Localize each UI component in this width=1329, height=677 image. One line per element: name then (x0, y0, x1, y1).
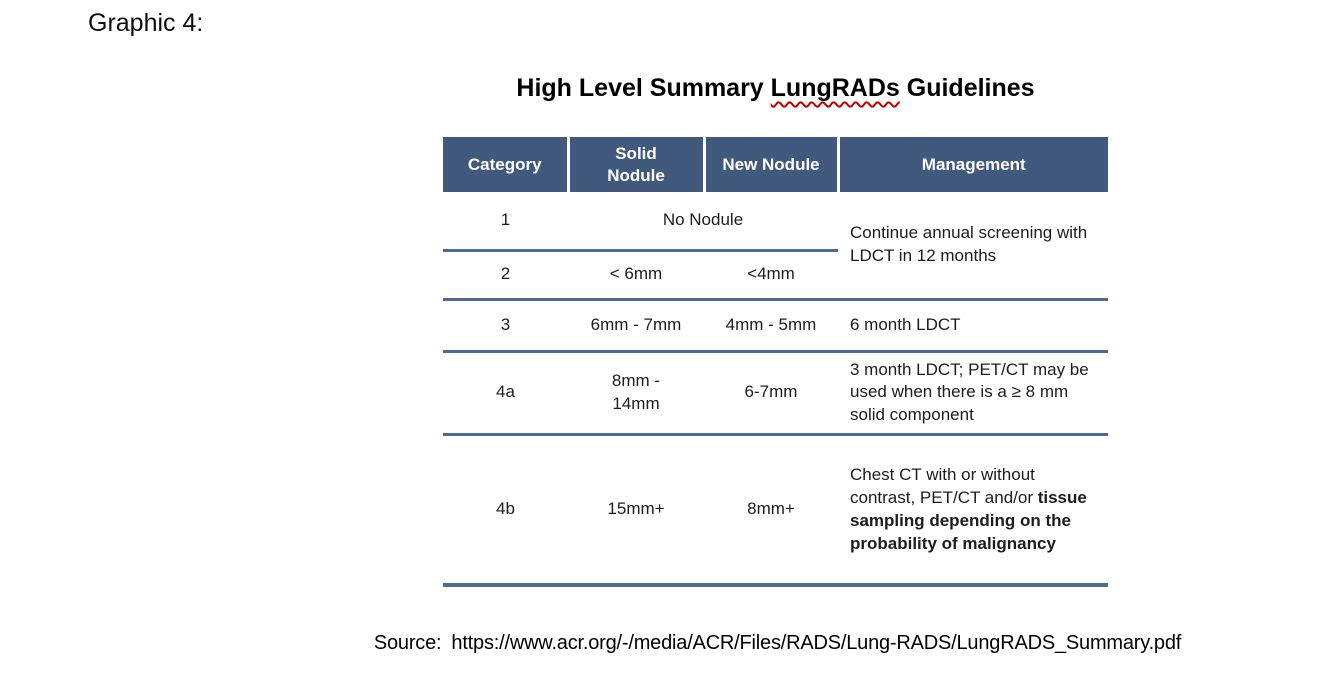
table-row-category-4a: 4a 8mm - 14mm 6-7mm 3 month LDCT; PET/CT… (443, 351, 1108, 437)
row2-solid-nodule-cell: < 6mm (568, 250, 704, 301)
row3-category-cell: 3 (443, 299, 568, 353)
column-header-solid-nodule: Solid Nodule (568, 137, 706, 192)
table-row-category-3: 3 6mm - 7mm 4mm - 5mm 6 month LDCT (443, 299, 1108, 353)
row1-category-cell: 1 (443, 192, 568, 252)
title-suffix: Guidelines (899, 74, 1035, 102)
source-label: Source: (373, 632, 442, 654)
table-row-category-1: 1 No Nodule Continue annual screening wi… (443, 192, 1108, 301)
row4b-new-nodule-cell: 8mm+ (704, 434, 838, 587)
column-header-solid-nodule-label: Solid Nodule (607, 144, 665, 185)
row2-new-nodule-cell: <4mm (704, 250, 838, 301)
lungrads-table: Category Solid Nodule New Nodule Managem… (443, 137, 1108, 587)
table-row-category-2: 2 < 6mm <4mm (443, 250, 1108, 301)
source-url: https://www.acr.org/-/media/ACR/Files/RA… (451, 632, 1182, 654)
row3-solid-nodule-cell: 6mm - 7mm (568, 299, 704, 353)
row1-nodule-span-cell: No Nodule (568, 192, 838, 252)
row4b-category-cell: 4b (443, 434, 568, 587)
row1-2-management-cell: Continue annual screening with LDCT in 1… (838, 192, 1108, 301)
column-header-new-nodule: New Nodule (704, 137, 840, 192)
row4a-management-cell: 3 month LDCT; PET/CT may be used when th… (838, 351, 1108, 437)
row3-management-cell: 6 month LDCT (838, 299, 1108, 353)
column-header-management: Management (838, 137, 1108, 192)
page-title: High Level Summary LungRADs Guidelines (443, 74, 1108, 103)
row2-category-cell: 2 (443, 250, 568, 301)
table-header-row: Category Solid Nodule New Nodule Managem… (443, 137, 1108, 192)
table-row-category-4b: 4b 15mm+ 8mm+ Chest CT with or without c… (443, 434, 1108, 587)
row4a-category-cell: 4a (443, 351, 568, 437)
graphic-label: Graphic 4: (88, 9, 204, 37)
row4a-solid-nodule-value: 8mm - 14mm (611, 370, 661, 413)
row4b-management-bold-text: tissue sampling depending on the probabi… (850, 487, 1087, 553)
source-line: Source: https://www.acr.org/-/media/ACR/F… (225, 632, 1329, 655)
title-misspelled-word: LungRADs (770, 74, 900, 102)
row3-new-nodule-cell: 4mm - 5mm (704, 299, 838, 353)
row4b-management-regular-text: Chest CT with or without contrast, PET/C… (850, 464, 1038, 507)
row4b-management-cell: Chest CT with or without contrast, PET/C… (838, 434, 1108, 587)
row4a-solid-nodule-cell: 8mm - 14mm (568, 351, 704, 437)
title-prefix: High Level Summary (516, 74, 771, 102)
row4a-new-nodule-cell: 6-7mm (704, 351, 838, 437)
column-header-category: Category (443, 137, 570, 192)
row4b-solid-nodule-cell: 15mm+ (568, 434, 704, 587)
